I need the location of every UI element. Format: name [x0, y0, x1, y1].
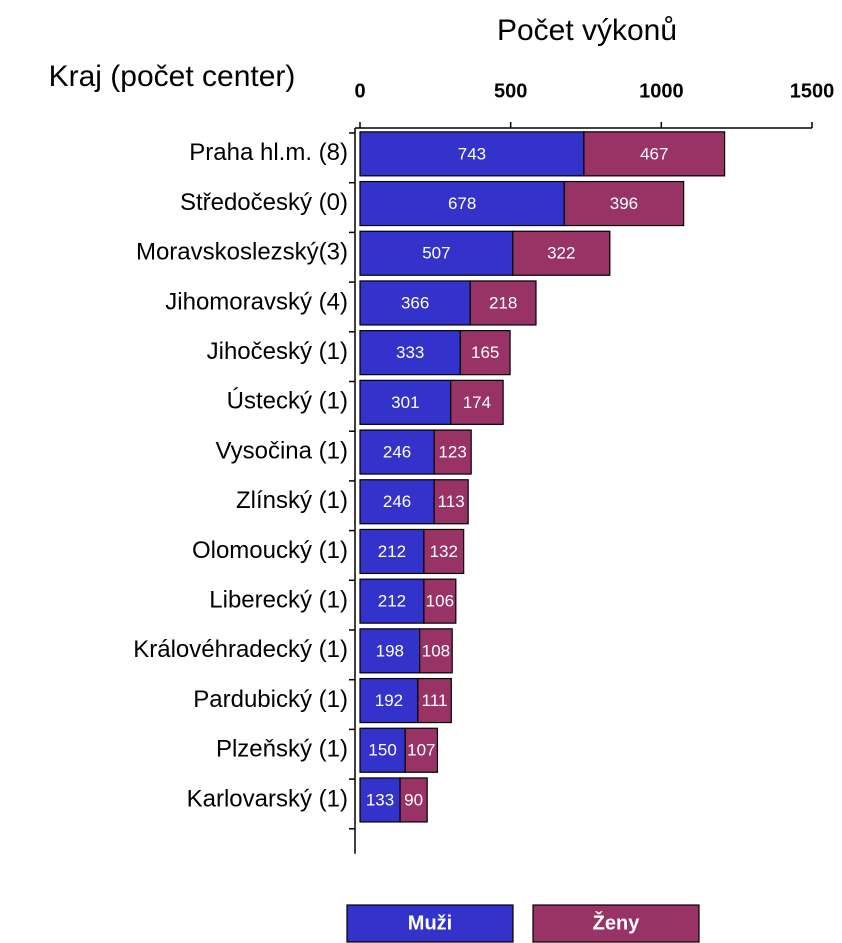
- legend-swatch: [532, 904, 700, 943]
- bar-segment: [450, 379, 504, 425]
- bar-segment: [563, 180, 685, 227]
- x-tick-label: 0: [354, 80, 365, 102]
- value-label: 198: [376, 641, 404, 660]
- bar-segment: [359, 180, 565, 227]
- bar-segment: [359, 628, 421, 674]
- bar-segment: [419, 628, 453, 674]
- bar-segment: [417, 677, 452, 724]
- value-label: 111: [422, 691, 448, 710]
- bar-segment: [359, 677, 419, 724]
- x-axis-title: Počet výkonů: [497, 14, 677, 47]
- legend-label: Muži: [408, 912, 452, 934]
- bar-segment: [512, 230, 611, 276]
- y-tick-label: Středočeský (0): [180, 189, 348, 216]
- bar-segment: [359, 528, 425, 575]
- value-label: 467: [640, 144, 668, 163]
- y-tick-label: Jihočeský (1): [207, 338, 348, 365]
- bar-segment: [359, 777, 401, 823]
- x-tick-label: 1000: [639, 80, 684, 102]
- value-label: 107: [407, 741, 435, 760]
- bar-segment: [583, 131, 726, 177]
- bar-segment: [359, 727, 406, 773]
- value-label: 212: [378, 542, 406, 561]
- bar-segment: [423, 578, 457, 624]
- value-label: 90: [404, 790, 423, 809]
- bar-segment: [359, 429, 435, 475]
- y-axis-title: Kraj (počet center): [49, 60, 296, 93]
- bar-segment: [469, 280, 537, 326]
- y-tick-label: Pardubický (1): [193, 686, 348, 713]
- bar-segment: [359, 330, 461, 376]
- y-tick-label: Zlínský (1): [236, 487, 348, 514]
- value-label: 174: [463, 393, 491, 412]
- y-tick-label: Olomoucký (1): [192, 537, 348, 564]
- value-label: 106: [426, 592, 454, 611]
- y-tick-label: Liberecký (1): [209, 586, 348, 613]
- value-label: 108: [422, 641, 450, 660]
- value-label: 678: [448, 194, 476, 213]
- value-label: 246: [383, 443, 411, 462]
- value-label: 132: [430, 542, 458, 561]
- bar-segment: [433, 479, 469, 525]
- y-tick-label: Moravskoslezský(3): [136, 239, 348, 266]
- value-label: 301: [391, 393, 419, 412]
- value-label: 192: [375, 691, 403, 710]
- legend-label: Ženy: [593, 910, 641, 934]
- value-label: 165: [471, 343, 499, 362]
- y-tick-label: Vysočina (1): [216, 437, 349, 464]
- bar-segment: [359, 230, 514, 276]
- bar-segment: [359, 379, 452, 425]
- value-label: 396: [610, 194, 638, 213]
- y-tick-label: Ústecký (1): [227, 388, 348, 415]
- bar-segment: [459, 330, 511, 376]
- x-tick-label: 1500: [790, 80, 835, 102]
- value-label: 133: [366, 790, 394, 809]
- y-tick-label: Karlovarský (1): [187, 785, 348, 812]
- value-label: 507: [422, 244, 450, 263]
- value-label: 322: [547, 244, 575, 263]
- x-tick-label: 500: [494, 80, 527, 102]
- value-label: 246: [383, 492, 411, 511]
- value-label: 212: [378, 592, 406, 611]
- value-label: 743: [458, 144, 486, 163]
- value-label: 150: [368, 741, 396, 760]
- bar-segment: [399, 777, 428, 823]
- bar-segment: [423, 528, 465, 575]
- value-label: 218: [489, 293, 517, 312]
- legend-swatch: [346, 904, 514, 943]
- value-label: 333: [396, 343, 424, 362]
- y-tick-label: Praha hl.m. (8): [189, 139, 348, 166]
- bar-segment: [404, 727, 439, 773]
- y-tick-label: Královéhradecký (1): [133, 636, 348, 663]
- bar-segment: [359, 479, 435, 525]
- value-label: 123: [438, 443, 466, 462]
- bar-segment: [359, 578, 425, 624]
- value-label: 113: [438, 492, 465, 511]
- bar-segment: [433, 429, 472, 475]
- y-tick-label: Jihomoravský (4): [165, 288, 348, 315]
- y-tick-label: Plzeňský (1): [216, 736, 348, 763]
- value-label: 366: [401, 293, 429, 312]
